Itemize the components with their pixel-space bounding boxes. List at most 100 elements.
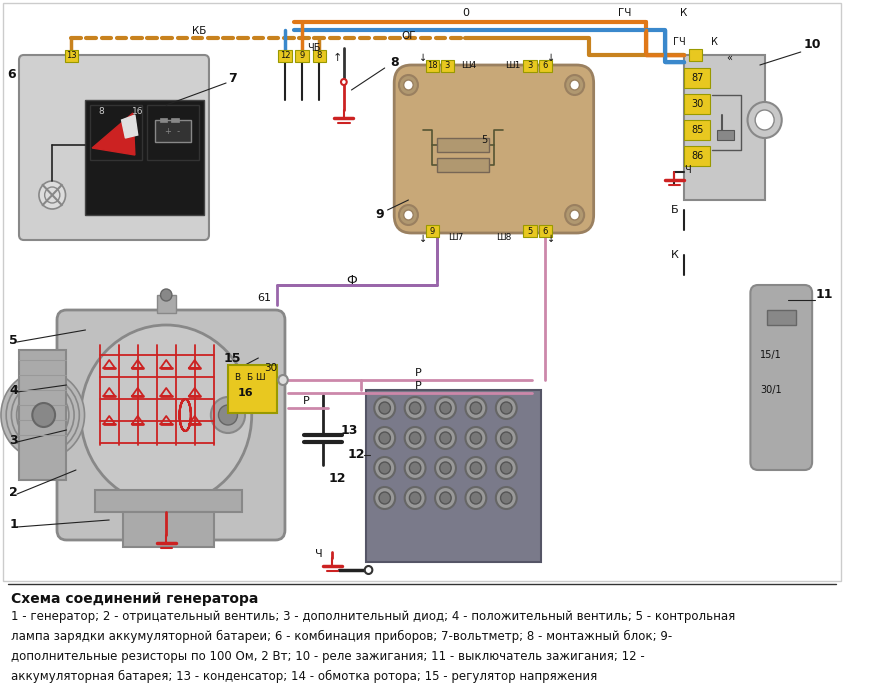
- FancyBboxPatch shape: [19, 55, 209, 240]
- Text: 30/1: 30/1: [760, 385, 781, 395]
- Text: 3: 3: [444, 61, 450, 70]
- Text: 3: 3: [527, 61, 533, 70]
- Bar: [365, 390, 541, 562]
- Circle shape: [341, 79, 347, 85]
- Text: 8: 8: [390, 56, 398, 68]
- Text: Ш8: Ш8: [496, 234, 511, 242]
- Text: В: В: [235, 373, 241, 383]
- Circle shape: [410, 462, 420, 474]
- Text: 87: 87: [691, 73, 703, 83]
- Circle shape: [410, 432, 420, 444]
- Circle shape: [404, 457, 426, 479]
- Circle shape: [435, 397, 456, 419]
- Text: ЧБ: ЧБ: [307, 43, 320, 53]
- Bar: [684, 55, 765, 200]
- Bar: [524, 60, 537, 72]
- Text: ↓: ↓: [419, 53, 427, 63]
- Bar: [684, 68, 710, 88]
- Text: 0: 0: [462, 8, 469, 18]
- Bar: [160, 118, 167, 122]
- Polygon shape: [122, 115, 138, 138]
- Bar: [3, 3, 841, 581]
- Text: Ф: Ф: [346, 274, 356, 286]
- Circle shape: [374, 397, 395, 419]
- Circle shape: [39, 181, 66, 209]
- Circle shape: [501, 402, 512, 414]
- Circle shape: [399, 205, 418, 225]
- Circle shape: [755, 110, 774, 130]
- Bar: [156, 295, 176, 313]
- Circle shape: [379, 432, 390, 444]
- Bar: [684, 120, 710, 140]
- Text: Ш1: Ш1: [505, 61, 521, 70]
- Text: 9: 9: [300, 52, 305, 61]
- Text: К: К: [680, 8, 687, 18]
- Bar: [148, 105, 199, 160]
- Circle shape: [496, 397, 517, 419]
- Bar: [95, 490, 242, 512]
- Text: К: К: [711, 37, 717, 47]
- Circle shape: [32, 403, 55, 427]
- Circle shape: [435, 487, 456, 509]
- Text: 1 - генератор; 2 - отрицательный вентиль; 3 - дополнительный диод; 4 - положител: 1 - генератор; 2 - отрицательный вентиль…: [12, 610, 736, 623]
- Text: 8: 8: [99, 107, 105, 117]
- Circle shape: [278, 375, 288, 385]
- Text: К: К: [670, 250, 678, 260]
- Text: 6: 6: [542, 226, 548, 235]
- Bar: [228, 365, 277, 413]
- Text: 12: 12: [280, 52, 290, 61]
- Text: 12: 12: [348, 449, 365, 461]
- Text: 15/1: 15/1: [760, 350, 781, 360]
- Circle shape: [81, 325, 252, 505]
- Text: 5: 5: [10, 334, 19, 346]
- Circle shape: [399, 75, 418, 95]
- Text: 86: 86: [691, 151, 703, 161]
- Bar: [155, 120, 191, 142]
- Text: Схема соединений генератора: Схема соединений генератора: [12, 592, 259, 606]
- Circle shape: [379, 462, 390, 474]
- Bar: [91, 105, 142, 160]
- Circle shape: [501, 462, 512, 474]
- Text: 6: 6: [542, 61, 548, 70]
- Text: Ш: Ш: [255, 373, 265, 383]
- Circle shape: [470, 402, 482, 414]
- Text: 6: 6: [7, 68, 16, 82]
- Bar: [278, 50, 292, 62]
- Text: 5: 5: [527, 226, 533, 235]
- Circle shape: [570, 80, 580, 90]
- Circle shape: [466, 487, 486, 509]
- Text: 7: 7: [228, 71, 237, 84]
- Bar: [124, 512, 213, 547]
- Circle shape: [501, 492, 512, 504]
- Text: лампа зарядки аккумуляторной батареи; 6 - комбинация приборов; 7-вольтметр; 8 - : лампа зарядки аккумуляторной батареи; 6 …: [12, 630, 673, 643]
- Circle shape: [496, 457, 517, 479]
- Circle shape: [410, 492, 420, 504]
- Circle shape: [404, 487, 426, 509]
- Circle shape: [470, 432, 482, 444]
- Circle shape: [374, 487, 395, 509]
- Circle shape: [374, 457, 395, 479]
- Text: 5: 5: [481, 135, 487, 145]
- Circle shape: [374, 427, 395, 449]
- Bar: [539, 225, 552, 237]
- Bar: [524, 225, 537, 237]
- Circle shape: [748, 102, 781, 138]
- Circle shape: [496, 427, 517, 449]
- Circle shape: [404, 210, 413, 220]
- Text: 2: 2: [10, 486, 19, 498]
- Circle shape: [379, 492, 390, 504]
- Bar: [436, 158, 489, 172]
- Text: Б: Б: [670, 205, 678, 215]
- Circle shape: [219, 405, 237, 425]
- Circle shape: [379, 402, 390, 414]
- Circle shape: [501, 432, 512, 444]
- Circle shape: [440, 462, 452, 474]
- Text: ↓: ↓: [547, 53, 555, 63]
- Text: Ч: Ч: [685, 165, 691, 175]
- Text: 85: 85: [691, 125, 703, 135]
- Polygon shape: [92, 113, 135, 155]
- Bar: [313, 50, 325, 62]
- Text: 13: 13: [66, 52, 76, 61]
- Text: Ш4: Ш4: [461, 61, 476, 70]
- Circle shape: [435, 427, 456, 449]
